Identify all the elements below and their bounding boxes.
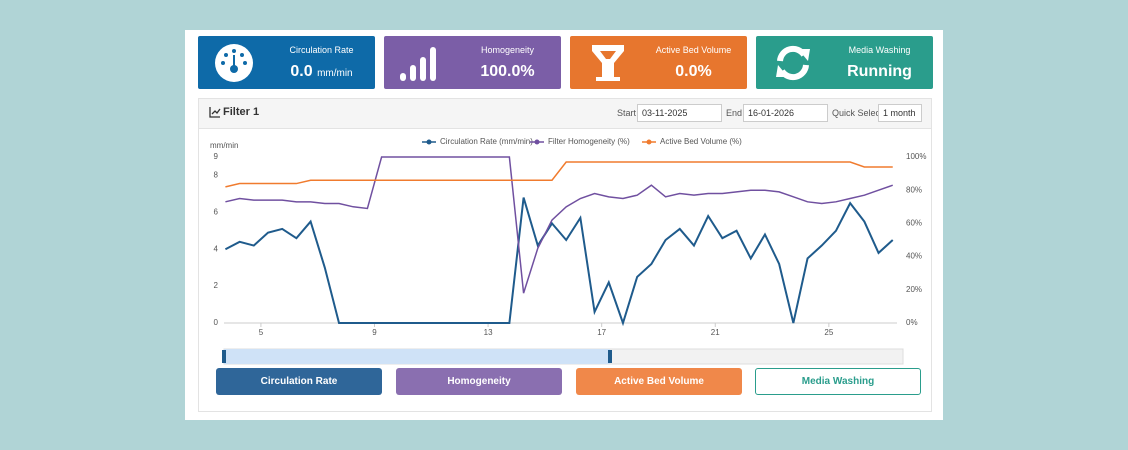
card: Circulation Rate 0.0 mm/min (198, 36, 375, 89)
y2-tick-label: 0% (906, 318, 918, 327)
y-tick-label: 8 (214, 171, 219, 180)
y2-tick-label: 100% (906, 152, 926, 161)
legend-label: Filter Homogeneity (%) (548, 137, 630, 146)
legend-marker (646, 139, 652, 145)
navigator-handle[interactable] (222, 350, 226, 363)
card-value: 0.0 (290, 63, 313, 80)
series-line (224, 197, 894, 327)
legend-label: Active Bed Volume (%) (660, 137, 742, 146)
y-tick-label: 2 (214, 281, 219, 290)
card-value: 0.0% (675, 63, 712, 80)
quick-label: Quick Select (832, 108, 883, 118)
button[interactable]: Media Washing (755, 368, 921, 395)
quick-select[interactable]: 1 month (878, 104, 922, 122)
y-tick-label: 0 (214, 318, 219, 327)
series-line (225, 161, 893, 188)
chart-icon (209, 107, 221, 118)
y2-tick-label: 80% (906, 185, 922, 194)
card-unit: mm/min (317, 68, 353, 79)
card-title: Media Washing (848, 45, 911, 55)
end-input[interactable]: 16-01-2026 (743, 104, 828, 122)
button[interactable]: Circulation Rate (216, 368, 382, 395)
icon (215, 44, 253, 82)
start-input[interactable]: 03-11-2025 (637, 104, 722, 122)
navigator-selection[interactable] (224, 349, 610, 364)
card-title: Active Bed Volume (655, 45, 732, 55)
x-tick-label: 21 (711, 328, 720, 337)
legend-label: Circulation Rate (mm/min) (440, 137, 533, 146)
series-line (225, 156, 893, 294)
card-title: Homogeneity (480, 45, 535, 55)
button[interactable]: Homogeneity (396, 368, 562, 395)
start-label: Start (617, 108, 637, 118)
filter-box (198, 98, 932, 412)
card-title: Circulation Rate (289, 45, 354, 55)
y2-tick-label: 20% (906, 285, 922, 294)
card: Active Bed Volume 0.0% (570, 36, 747, 89)
x-tick-label: 25 (824, 328, 833, 337)
y2-tick-label: 60% (906, 219, 922, 228)
button[interactable]: Active Bed Volume (576, 368, 742, 395)
end-label: End (726, 108, 743, 118)
y-tick-label: 4 (214, 244, 219, 253)
card: Homogeneity 100.0% (384, 36, 561, 89)
x-tick-label: 13 (484, 328, 493, 337)
filter-title: Filter 1 (223, 106, 260, 118)
icon (592, 45, 624, 81)
x-tick-label: 5 (259, 328, 264, 337)
y-tick-label: 9 (214, 152, 219, 161)
icon (776, 45, 810, 81)
navigator-handle[interactable] (608, 350, 612, 363)
card-value-box: 0.0 mm/min (268, 63, 375, 81)
card-value: Running (847, 63, 912, 80)
card-value: 100.0% (480, 63, 535, 80)
icon (400, 47, 436, 81)
x-tick-label: 9 (372, 328, 377, 337)
card: Media Washing Running (756, 36, 933, 89)
y2-tick-label: 40% (906, 252, 922, 261)
x-tick-label: 17 (597, 328, 606, 337)
legend-marker (534, 139, 540, 145)
y-axis-title: mm/min (210, 141, 238, 150)
y-tick-label: 6 (214, 207, 219, 216)
legend-marker (426, 139, 432, 145)
